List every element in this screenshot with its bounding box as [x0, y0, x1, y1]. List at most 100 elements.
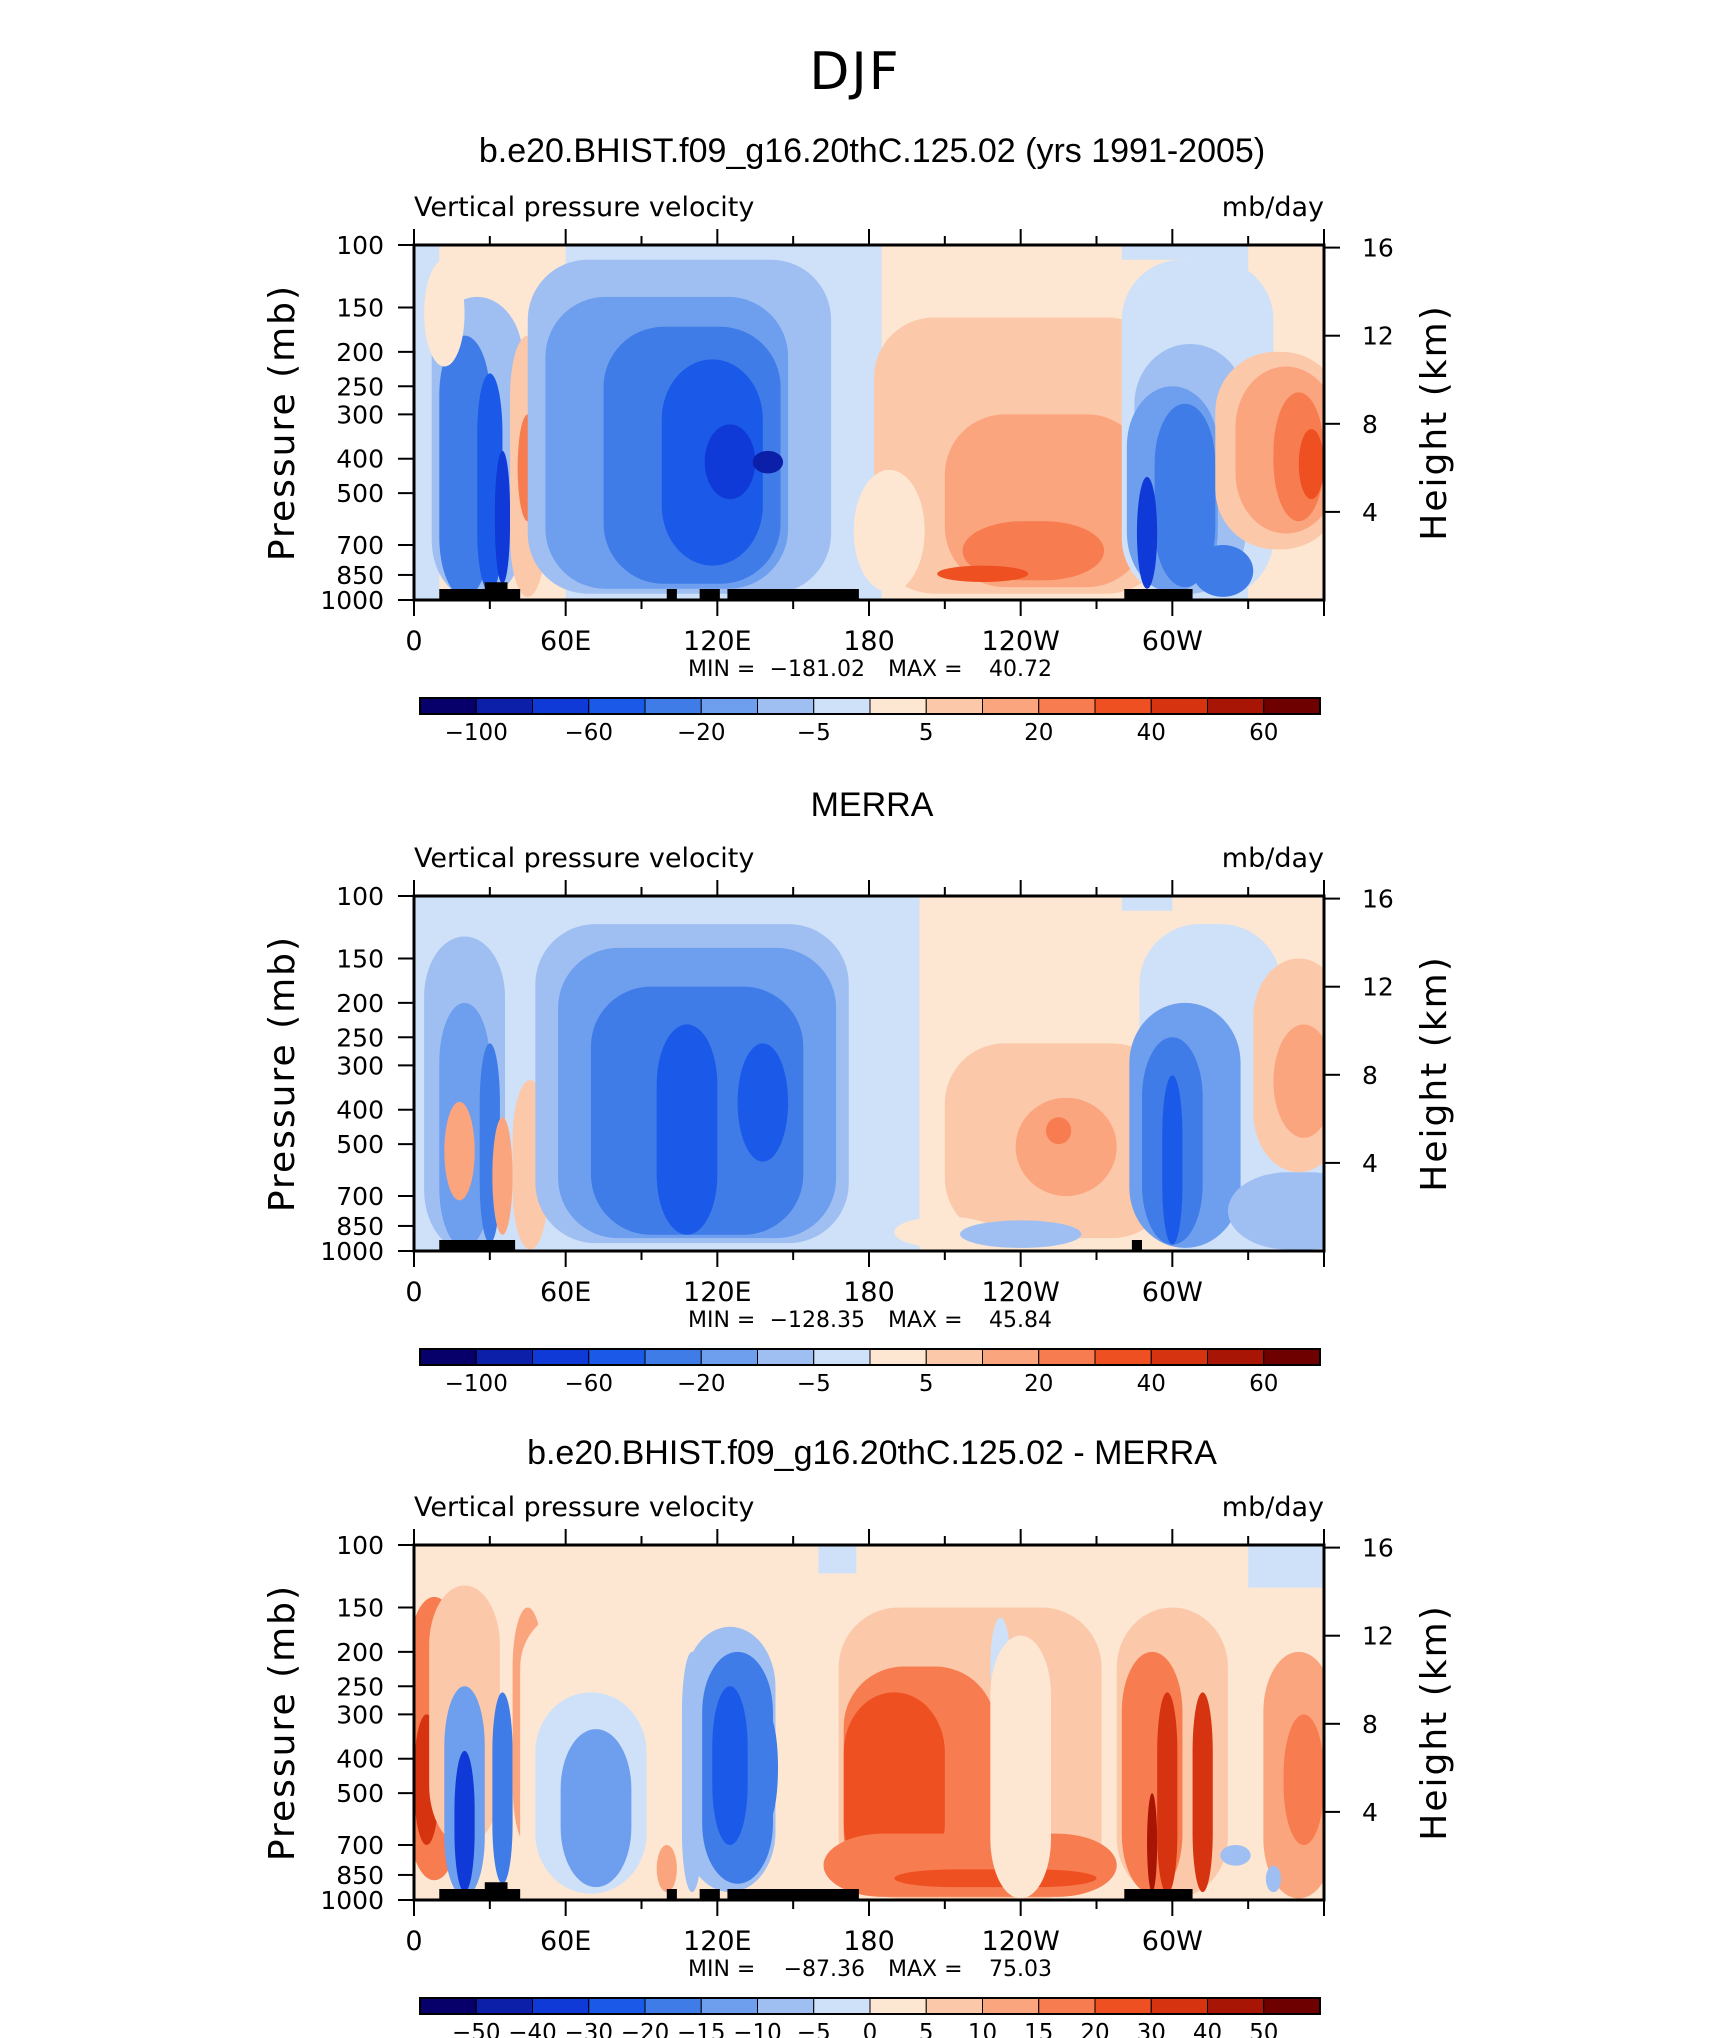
- panel-2-title: MERRA: [810, 786, 934, 824]
- min-value: −128.35: [770, 1308, 865, 1333]
- colorbar-box: [982, 1348, 1040, 1366]
- contour-region: [1136, 476, 1158, 589]
- min-value: −87.36: [784, 1957, 865, 1982]
- x-tick-label: 0: [405, 1277, 422, 1308]
- contour-region: [1154, 403, 1216, 588]
- y-tick-label: 1000: [320, 1886, 384, 1915]
- colorbar-box: [757, 1997, 815, 2015]
- units-label: mb/day: [1222, 1492, 1324, 1523]
- y-tick-label: 150: [336, 1594, 384, 1623]
- panel-1-title: b.e20.BHIST.f09_g16.20thC.125.02 (yrs 19…: [478, 132, 1266, 170]
- colorbar-box: [700, 1997, 758, 2015]
- colorbar-box: [1038, 697, 1096, 715]
- colorbar-box: [1094, 1348, 1152, 1366]
- y-tick-label: 250: [336, 1672, 384, 1701]
- contour-region: [853, 469, 925, 593]
- colorbar-box: [644, 1348, 702, 1366]
- y-tick-label: 300: [336, 400, 384, 429]
- colorbar-label: −100: [445, 1371, 508, 1397]
- colorbar-box: [588, 697, 646, 715]
- colorbar-label: −5: [797, 1371, 831, 1397]
- x-tick-label: 120W: [982, 1277, 1060, 1308]
- height-tick-label: 16: [1362, 1534, 1394, 1563]
- contour-region: [492, 1692, 513, 1884]
- colorbar-box: [588, 1348, 646, 1366]
- colorbar-box: [1207, 1348, 1265, 1366]
- colorbar-label: −20: [677, 1371, 726, 1397]
- y-tick-label: 400: [336, 1745, 384, 1774]
- units-label: mb/day: [1222, 843, 1324, 874]
- colorbar-box: [869, 1348, 927, 1366]
- x-tick-label: 0: [405, 626, 422, 657]
- y-tick-label: 150: [336, 294, 384, 323]
- colorbar-box: [1094, 697, 1152, 715]
- colorbar-label: −60: [564, 1371, 613, 1397]
- x-tick-label: 60E: [540, 626, 591, 657]
- contour-region: [494, 450, 511, 584]
- y-tick-label: 100: [336, 1531, 384, 1560]
- colorbar-label: 20: [1080, 2020, 1109, 2038]
- colorbar-box: [1263, 697, 1321, 715]
- colorbar-label: 30: [1137, 2020, 1166, 2038]
- max-label: MAX =: [888, 1308, 963, 1333]
- contour-region: [712, 1686, 748, 1846]
- colorbar-label: −30: [564, 2020, 613, 2038]
- contour-region: [752, 450, 784, 474]
- y-tick-label: 300: [336, 1051, 384, 1080]
- max-value: 75.03: [989, 1957, 1052, 1982]
- height-tick-label: 8: [1362, 1710, 1378, 1739]
- y-tick-label: 500: [336, 1130, 384, 1159]
- x-tick-label: 120E: [683, 1926, 752, 1957]
- y-tick-label: 200: [336, 338, 384, 367]
- height-tick-label: 4: [1362, 498, 1378, 527]
- y-tick-label: 500: [336, 479, 384, 508]
- contour-region: [1227, 1172, 1324, 1250]
- colorbar-box: [813, 697, 871, 715]
- units-label: mb/day: [1222, 192, 1324, 223]
- x-tick-label: 120E: [683, 626, 752, 657]
- contour-region: [1273, 1024, 1324, 1138]
- y-axis-right-label: Height (km): [1414, 1604, 1455, 1840]
- land-mask: [1124, 589, 1193, 600]
- contour-region: [1192, 1692, 1213, 1893]
- x-tick-label: 180: [843, 626, 895, 657]
- colorbar-box: [757, 1348, 815, 1366]
- y-tick-label: 700: [336, 1182, 384, 1211]
- contour-region: [704, 424, 756, 500]
- colorbar-label: 40: [1193, 2020, 1222, 2038]
- y-tick-label: 1000: [320, 1237, 384, 1266]
- contour-region: [444, 1101, 475, 1201]
- min-label: MIN =: [688, 657, 755, 682]
- field-region: [818, 1545, 857, 1574]
- colorbar-frame: [419, 1348, 1321, 1366]
- colorbar-label: 20: [1024, 720, 1053, 746]
- y-axis-right-label: Height (km): [1414, 304, 1455, 540]
- x-tick-label: 0: [405, 1926, 422, 1957]
- min-label: MIN =: [688, 1308, 755, 1333]
- y-tick-label: 100: [336, 231, 384, 260]
- colorbar-box: [1207, 1997, 1265, 2015]
- contour-region: [1015, 1097, 1117, 1197]
- colorbar-label: −100: [445, 720, 508, 746]
- colorbar-box: [700, 697, 758, 715]
- y-tick-label: 300: [336, 1700, 384, 1729]
- colorbar-label: 60: [1249, 720, 1278, 746]
- colorbar-box: [419, 1997, 477, 2015]
- colorbar-box: [925, 1997, 983, 2015]
- contour-region: [962, 521, 1105, 581]
- colorbar-box: [982, 697, 1040, 715]
- figure-title: DJF: [809, 42, 901, 102]
- x-tick-label: 120W: [982, 1926, 1060, 1957]
- colorbar-label: 5: [919, 720, 934, 746]
- x-tick-label: 60W: [1142, 1926, 1203, 1957]
- y-axis-label: Pressure (mb): [262, 935, 303, 1212]
- colorbar-box: [869, 1997, 927, 2015]
- contour-region: [1192, 545, 1254, 597]
- max-label: MAX =: [888, 657, 963, 682]
- colorbar-box: [925, 1348, 983, 1366]
- contour-region: [1220, 1845, 1251, 1866]
- land-mask: [497, 1242, 508, 1251]
